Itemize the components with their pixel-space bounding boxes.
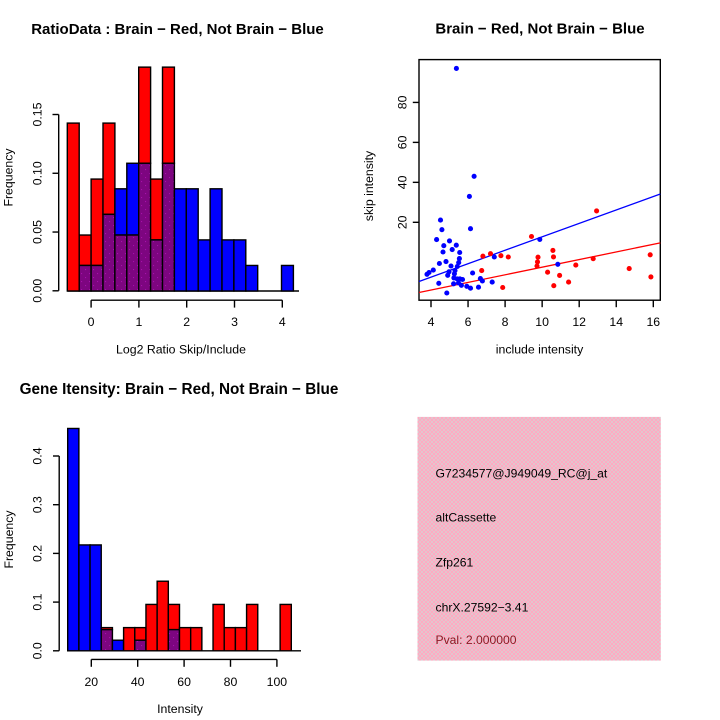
svg-text:Frequency: Frequency [2,510,16,569]
svg-text:3: 3 [231,315,238,329]
svg-text:Log2 Ratio Skip/Include: Log2 Ratio Skip/Include [116,343,246,357]
svg-text:4: 4 [428,315,435,329]
svg-text:0.10: 0.10 [31,161,45,185]
svg-text:RatioData : Brain − Red, Not B: RatioData : Brain − Red, Not Brain − Blu… [31,21,324,38]
svg-text:40: 40 [396,175,410,189]
svg-text:60: 60 [177,675,191,689]
svg-text:1: 1 [135,315,142,329]
svg-text:80: 80 [396,95,410,109]
svg-text:40: 40 [131,675,145,689]
svg-text:80: 80 [224,675,238,689]
svg-text:Gene Itensity: Brain − Red, No: Gene Itensity: Brain − Red, Not Brain − … [20,381,339,398]
svg-text:100: 100 [267,675,288,689]
svg-text:skip intensity: skip intensity [362,150,376,221]
svg-text:4: 4 [279,315,286,329]
svg-text:chrX.27592−3.41: chrX.27592−3.41 [436,601,529,615]
svg-text:0.4: 0.4 [31,447,45,464]
svg-text:0: 0 [88,315,95,329]
svg-text:0.2: 0.2 [31,545,45,562]
svg-text:10: 10 [535,315,549,329]
svg-text:Brain − Red, Not Brain − Blue: Brain − Red, Not Brain − Blue [435,21,644,38]
svg-text:20: 20 [396,215,410,229]
svg-text:0.3: 0.3 [31,496,45,513]
svg-text:16: 16 [646,315,660,329]
svg-text:0.15: 0.15 [31,102,45,126]
svg-text:2: 2 [183,315,190,329]
svg-text:Frequency: Frequency [2,148,16,207]
svg-text:8: 8 [502,315,509,329]
svg-text:60: 60 [396,135,410,149]
svg-text:14: 14 [609,315,623,329]
svg-text:0.00: 0.00 [31,279,45,303]
svg-text:altCassette: altCassette [436,511,497,525]
svg-text:G7234577@J949049_RC@j_at: G7234577@J949049_RC@j_at [436,467,608,481]
svg-text:0.0: 0.0 [31,642,45,659]
svg-text:0.05: 0.05 [31,220,45,244]
svg-text:12: 12 [572,315,586,329]
svg-text:20: 20 [84,675,98,689]
svg-text:include intensity: include intensity [496,343,584,357]
svg-text:Pval: 2.000000: Pval: 2.000000 [436,633,517,647]
svg-text:0.1: 0.1 [31,593,45,610]
svg-text:6: 6 [465,315,472,329]
svg-text:Zfp261: Zfp261 [436,556,474,570]
svg-text:Intensity: Intensity [157,702,204,716]
